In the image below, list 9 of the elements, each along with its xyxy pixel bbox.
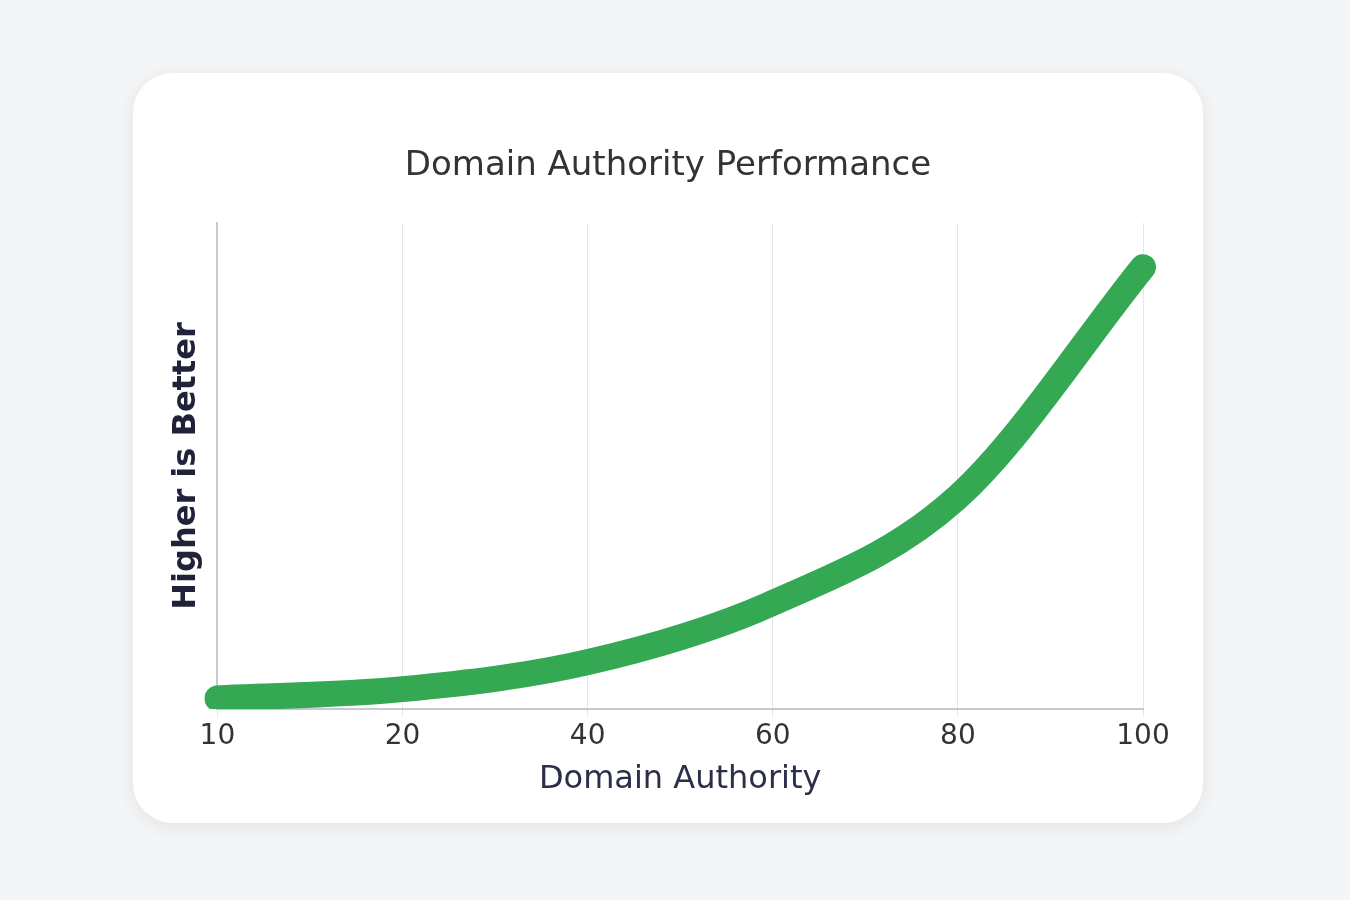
x-tick-label: 40 — [569, 718, 606, 752]
x-tick-label: 80 — [940, 718, 976, 752]
x-axis-title: Domain Authority — [538, 758, 822, 797]
chart-title: Domain Authority Performance — [403, 143, 933, 183]
x-tick-label: 10 — [199, 718, 236, 752]
x-tick-label: 100 — [1116, 718, 1170, 752]
x-tick-label: 20 — [384, 718, 421, 752]
x-tick-label: 60 — [754, 718, 791, 752]
y-axis-title: Higher is Better — [164, 322, 203, 610]
